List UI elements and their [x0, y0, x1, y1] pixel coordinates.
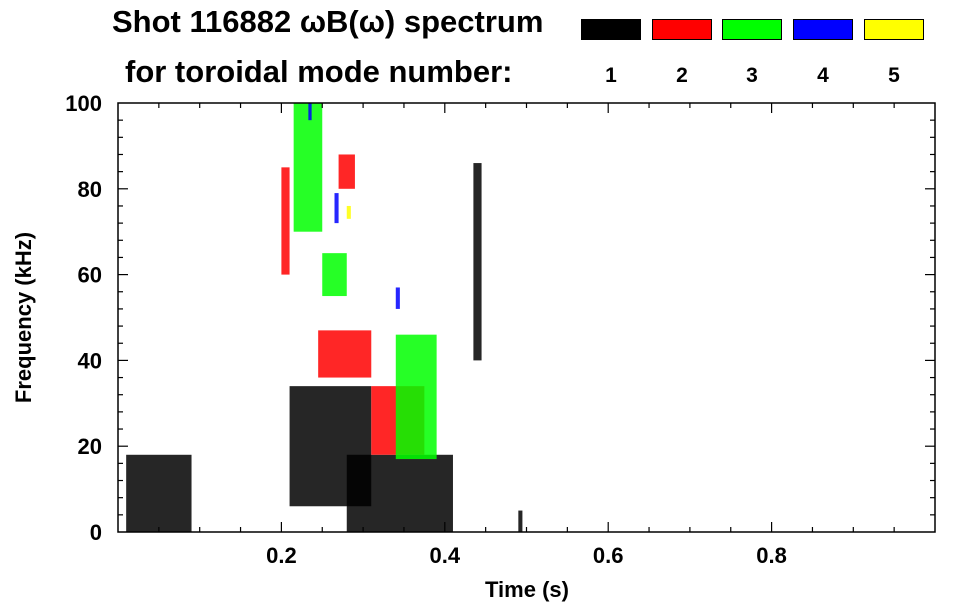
chart-title-line1: Shot 116882 ωB(ω) spectrum [112, 4, 544, 39]
mode-4-region-0 [308, 103, 312, 121]
spectrogram-marks [126, 103, 523, 532]
y-tick-label: 40 [78, 348, 102, 373]
mode-2-region-2 [338, 154, 355, 189]
x-tick-label: 0.8 [756, 543, 787, 568]
y-tick-label: 60 [78, 263, 102, 288]
legend-label-mode-3: 3 [746, 64, 758, 87]
legend-label-mode-5: 5 [888, 64, 900, 87]
legend-swatch-mode-4 [793, 19, 853, 40]
chart-title-line2: for toroidal mode number: [125, 54, 513, 89]
mode-1-region-0 [126, 454, 192, 532]
mode-2-region-1 [318, 330, 372, 378]
legend-swatch-mode-3 [722, 19, 782, 40]
legend-label-mode-4: 4 [817, 64, 829, 87]
mode-4-region-1 [334, 193, 339, 224]
y-tick-labels: 0 20 40 60 80 100 [65, 91, 102, 545]
legend-swatch-mode-1 [581, 19, 641, 40]
plot-frame [117, 102, 936, 533]
legend-swatch-mode-2 [652, 19, 712, 40]
x-tick-labels: 0.2 0.4 0.6 0.8 [266, 543, 787, 568]
x-tick-label: 0.4 [430, 543, 461, 568]
x-tick-label: 0.2 [266, 543, 297, 568]
legend-label-mode-1: 1 [605, 64, 617, 87]
mode-1-region-2 [346, 454, 453, 532]
x-tick-label: 0.6 [593, 543, 624, 568]
mode-1-region-4 [518, 510, 523, 532]
y-tick-label: 20 [78, 434, 102, 459]
mode-3-region-1 [322, 253, 347, 297]
legend-swatch-mode-5 [864, 19, 924, 40]
mode-1-region-3 [473, 163, 482, 361]
mode-2-region-0 [281, 167, 290, 275]
axis-ticks [118, 103, 935, 532]
y-tick-label: 80 [78, 177, 102, 202]
mode-3-region-0 [293, 103, 323, 232]
mode-5-region-0 [346, 205, 351, 219]
x-axis-title: Time (s) [485, 577, 569, 602]
y-axis-title: Frequency (kHz) [11, 232, 36, 403]
legend-label-mode-2: 2 [676, 64, 688, 87]
y-tick-label: 0 [90, 520, 102, 545]
mode-3-region-2 [395, 334, 437, 460]
y-tick-label: 100 [65, 91, 102, 116]
mode-4-region-2 [395, 287, 400, 309]
